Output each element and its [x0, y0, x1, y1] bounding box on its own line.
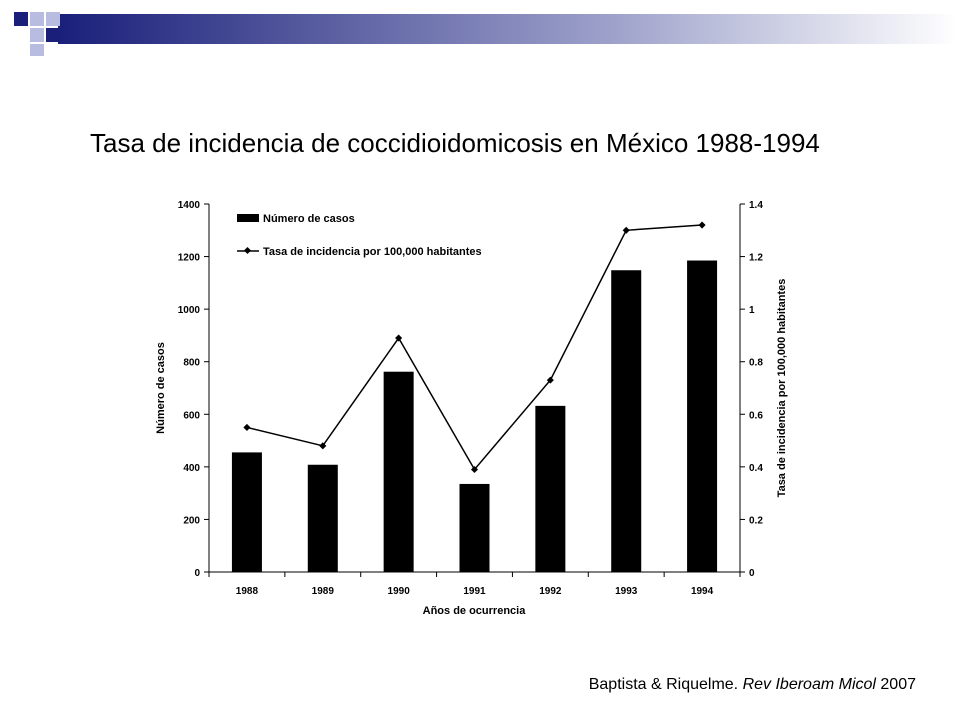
x-tick-label: 1992 [539, 586, 562, 597]
y-tick-label: 1000 [178, 305, 201, 316]
y-tick-label: 1400 [178, 200, 201, 211]
header-square [46, 28, 60, 42]
header-square [46, 12, 60, 26]
chart-legend: Número de casos Tasa de incidencia por 1… [237, 213, 482, 258]
header-square [14, 12, 28, 26]
point-incidence-rate [546, 376, 554, 384]
bar-cases [611, 270, 642, 572]
x-tick-label: 1994 [691, 586, 714, 597]
header-square [30, 28, 44, 42]
bar-cases [231, 452, 262, 572]
y2-tick-label: 1.4 [749, 200, 763, 211]
point-incidence-rate [243, 423, 251, 431]
y2-tick-label: 1.2 [749, 253, 763, 264]
y2-tick-label: 1 [749, 305, 755, 316]
chart-y2-axis-label: Tasa de incidencia por 100,000 habitante… [776, 279, 788, 498]
y-tick-label: 1200 [178, 253, 201, 264]
x-tick-label: 1988 [236, 586, 259, 597]
slide-header-decoration [14, 12, 958, 56]
x-tick-label: 1993 [615, 586, 638, 597]
y-tick-label: 800 [183, 358, 200, 369]
point-incidence-rate [470, 465, 479, 474]
y-tick-label: 0 [194, 568, 200, 579]
x-tick-label: 1991 [463, 586, 486, 597]
point-incidence-rate [395, 334, 403, 342]
y2-tick-label: 0.4 [749, 463, 763, 474]
header-square [30, 44, 44, 56]
citation-journal: Rev Iberoam Micol [742, 676, 876, 693]
point-incidence-rate [319, 442, 327, 450]
y-tick-label: 200 [183, 515, 200, 526]
y2-tick-label: 0.6 [749, 410, 763, 421]
point-incidence-rate [622, 226, 630, 234]
legend-line-marker [243, 246, 252, 255]
citation-authors: Baptista & Riquelme. [588, 676, 739, 693]
legend-label-rate: Tasa de incidencia por 100,000 habitante… [263, 246, 482, 258]
bar-cases [535, 405, 566, 572]
slide-title: Tasa de incidencia de coccidioidomicosis… [90, 128, 820, 158]
y-tick-label: 400 [183, 463, 200, 474]
legend-label-cases: Número de casos [263, 213, 355, 225]
x-tick-label: 1989 [312, 586, 335, 597]
bar-cases [459, 483, 490, 572]
x-tick-label: 1990 [388, 586, 411, 597]
header-square [30, 12, 44, 26]
legend-bar-swatch [237, 214, 259, 222]
citation: Baptista & Riquelme. Rev Iberoam Micol 2… [589, 676, 916, 694]
citation-year: 2007 [880, 676, 916, 693]
chart-x-axis-label: Años de ocurrencia [423, 605, 527, 617]
y2-tick-label: 0.8 [749, 358, 763, 369]
chart-y-axis-label: Número de casos [155, 342, 167, 434]
header-gradient-bar [58, 14, 958, 44]
point-incidence-rate [698, 221, 706, 229]
bar-cases [687, 260, 718, 572]
y2-tick-label: 0 [749, 568, 755, 579]
bar-cases [307, 464, 338, 572]
y2-tick-label: 0.2 [749, 515, 763, 526]
y-tick-label: 600 [183, 410, 200, 421]
bar-cases [383, 371, 414, 572]
